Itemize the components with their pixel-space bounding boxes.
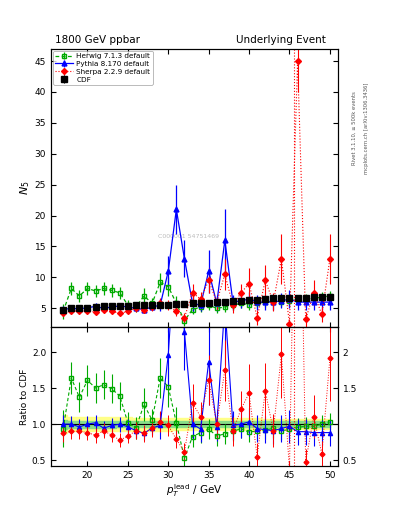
Y-axis label: $N_5$: $N_5$: [18, 180, 32, 195]
Text: C000001 54751469: C000001 54751469: [158, 234, 219, 239]
Text: mcplots.cern.ch [arXiv:1306.3436]: mcplots.cern.ch [arXiv:1306.3436]: [364, 82, 369, 174]
Legend: Herwig 7.1.3 default, Pythia 8.170 default, Sherpa 2.2.9 default, CDF: Herwig 7.1.3 default, Pythia 8.170 defau…: [53, 51, 152, 85]
X-axis label: $p_T^{\rm lead}$ / GeV: $p_T^{\rm lead}$ / GeV: [166, 482, 223, 499]
Text: Rivet 3.1.10, ≥ 500k events: Rivet 3.1.10, ≥ 500k events: [352, 91, 357, 165]
Text: Underlying Event: Underlying Event: [236, 35, 326, 45]
Text: 1800 GeV ppbar: 1800 GeV ppbar: [55, 35, 140, 45]
Y-axis label: Ratio to CDF: Ratio to CDF: [20, 368, 29, 424]
